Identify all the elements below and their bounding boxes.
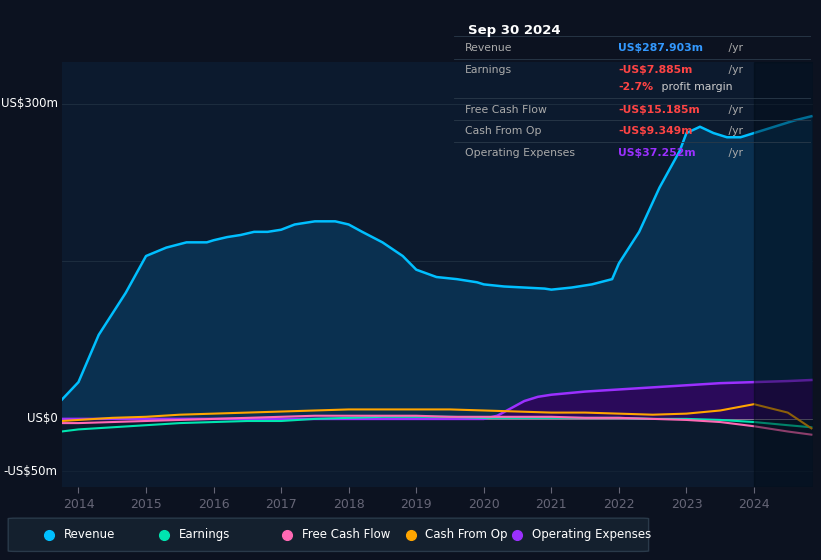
Text: profit margin: profit margin [658,82,732,92]
Text: Revenue: Revenue [64,528,116,542]
Text: /yr: /yr [726,105,744,115]
Text: -US$50m: -US$50m [4,465,57,478]
Text: /yr: /yr [726,148,744,158]
Text: -US$9.349m: -US$9.349m [618,125,693,136]
Text: Free Cash Flow: Free Cash Flow [465,105,547,115]
Text: -US$15.185m: -US$15.185m [618,105,700,115]
Text: US$0: US$0 [27,412,57,426]
Text: Earnings: Earnings [465,65,511,75]
Text: /yr: /yr [726,43,744,53]
Text: US$37.252m: US$37.252m [618,148,696,158]
Text: /yr: /yr [726,125,744,136]
Text: US$287.903m: US$287.903m [618,43,704,53]
Text: Revenue: Revenue [465,43,512,53]
Text: Free Cash Flow: Free Cash Flow [302,528,391,542]
Text: Operating Expenses: Operating Expenses [465,148,575,158]
Text: -US$7.885m: -US$7.885m [618,65,693,75]
FancyBboxPatch shape [8,518,649,552]
Text: Sep 30 2024: Sep 30 2024 [468,24,561,36]
Text: Cash From Op: Cash From Op [425,528,507,542]
Text: Earnings: Earnings [179,528,231,542]
Bar [754,62,813,487]
Text: US$300m: US$300m [1,97,57,110]
Text: Cash From Op: Cash From Op [465,125,541,136]
Text: /yr: /yr [726,65,744,75]
Text: -2.7%: -2.7% [618,82,654,92]
Text: Operating Expenses: Operating Expenses [532,528,651,542]
